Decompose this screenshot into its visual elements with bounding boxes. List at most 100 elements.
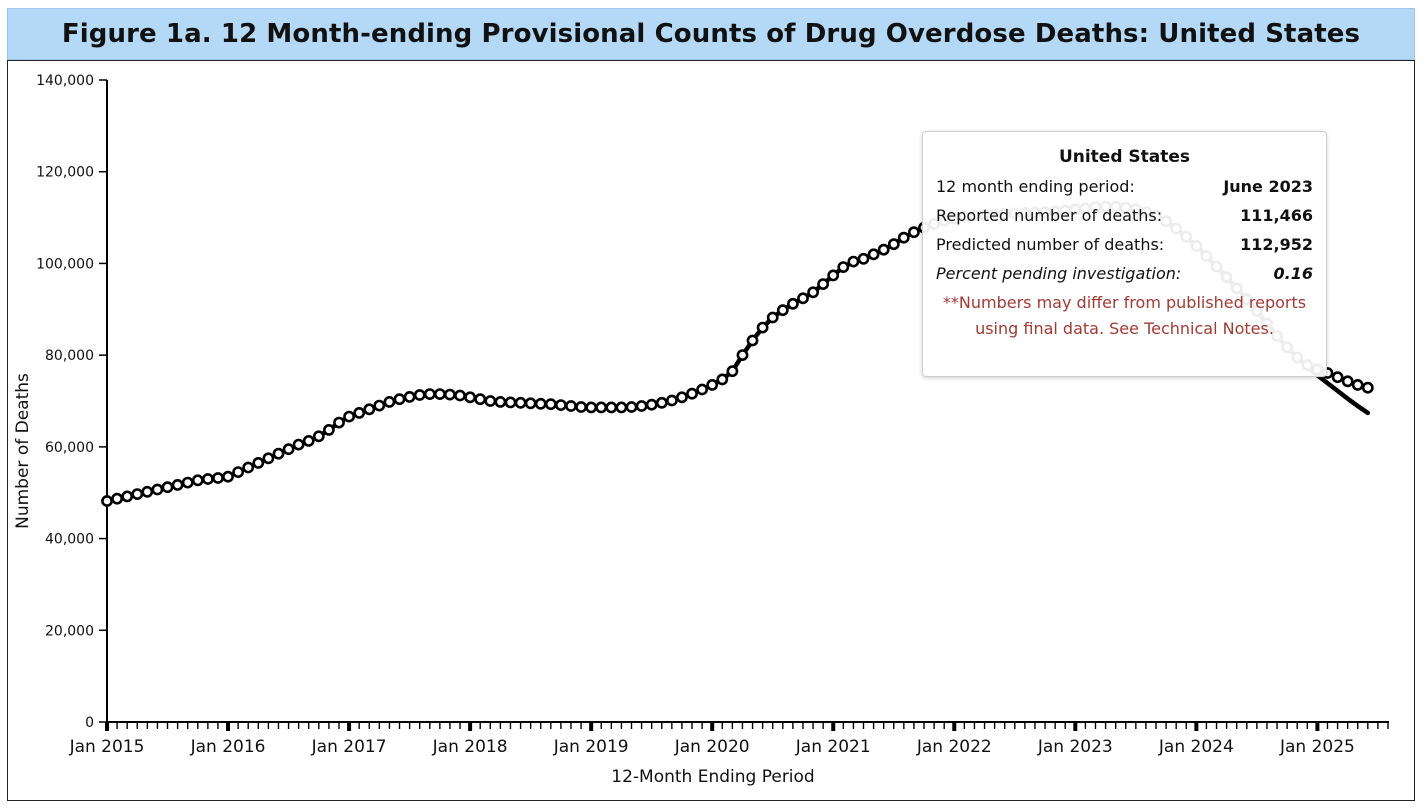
reported-point[interactable] [1351, 378, 1364, 391]
reported-point[interactable] [565, 400, 577, 412]
reported-point[interactable] [686, 387, 698, 400]
x-tick-label: Jan 2025 [1279, 737, 1355, 757]
reported-point[interactable] [585, 401, 598, 414]
reported-point[interactable] [201, 473, 214, 485]
reported-point[interactable] [383, 395, 396, 408]
reported-point[interactable] [605, 401, 618, 414]
reported-point[interactable] [766, 311, 779, 324]
reported-point[interactable] [514, 396, 527, 409]
reported-point[interactable] [736, 349, 749, 361]
reported-point[interactable] [302, 434, 315, 447]
tooltip-value: 0.16 [1273, 264, 1313, 283]
reported-point[interactable] [141, 485, 154, 498]
reported-point[interactable] [464, 391, 476, 404]
reported-point[interactable] [312, 430, 325, 443]
x-tick-label: Jan 2022 [916, 737, 992, 757]
reported-point[interactable] [666, 394, 678, 407]
reported-point[interactable] [494, 395, 507, 408]
reported-point[interactable] [343, 410, 355, 423]
reported-point[interactable] [746, 334, 759, 347]
reported-point[interactable] [433, 388, 446, 400]
reported-point[interactable] [847, 255, 860, 268]
reported-point[interactable] [625, 401, 638, 413]
reported-point[interactable] [111, 492, 123, 505]
reported-point[interactable] [373, 399, 386, 412]
reported-point[interactable] [787, 297, 799, 310]
reported-point[interactable] [171, 478, 184, 491]
reported-point[interactable] [595, 401, 608, 414]
y-tick-label: 60,000 [45, 440, 94, 456]
reported-point[interactable] [131, 488, 144, 500]
reported-point[interactable] [484, 395, 497, 407]
reported-point[interactable] [1331, 371, 1344, 384]
reported-point[interactable] [676, 391, 688, 404]
reported-point[interactable] [887, 238, 900, 251]
reported-point[interactable] [413, 389, 426, 401]
reported-point[interactable] [282, 443, 295, 456]
y-tick-label: 80,000 [45, 348, 94, 364]
reported-point[interactable] [867, 248, 880, 261]
reported-point[interactable] [1361, 381, 1374, 394]
x-tick-label: Jan 2021 [795, 737, 871, 757]
reported-point[interactable] [504, 396, 517, 409]
reported-point[interactable] [807, 286, 819, 299]
reported-point[interactable] [474, 393, 487, 406]
reported-point[interactable] [817, 278, 829, 290]
reported-point[interactable] [524, 397, 537, 410]
reported-point[interactable] [776, 304, 789, 317]
tooltip-row-period: 12 month ending period: June 2023 [936, 177, 1313, 199]
reported-point[interactable] [645, 398, 658, 411]
reported-point[interactable] [222, 470, 234, 483]
reported-point[interactable] [403, 390, 416, 403]
reported-point[interactable] [716, 373, 729, 386]
reported-point[interactable] [897, 231, 910, 244]
reported-point[interactable] [242, 461, 255, 474]
reported-point[interactable] [454, 389, 466, 402]
reported-point[interactable] [908, 226, 920, 239]
reported-point[interactable] [101, 495, 113, 507]
reported-point[interactable] [555, 399, 567, 411]
reported-point[interactable] [877, 243, 890, 256]
reported-point[interactable] [191, 474, 204, 487]
reported-point[interactable] [423, 388, 436, 400]
reported-point[interactable] [232, 466, 244, 478]
reported-point[interactable] [393, 393, 406, 406]
reported-point[interactable] [756, 321, 769, 334]
x-tick-label: Jan 2018 [432, 737, 508, 757]
reported-point[interactable] [575, 401, 587, 413]
tooltip-value: June 2023 [1223, 177, 1313, 196]
figure-title-bar: Figure 1a. 12 Month-ending Provisional C… [7, 8, 1415, 60]
reported-point[interactable] [252, 456, 265, 469]
reported-point[interactable] [333, 416, 345, 429]
reported-point[interactable] [212, 472, 224, 484]
reported-point[interactable] [857, 252, 870, 265]
tooltip-label: Percent pending investigation: [936, 264, 1182, 283]
reported-point[interactable] [262, 452, 275, 465]
reported-point[interactable] [635, 400, 648, 412]
reported-point[interactable] [615, 401, 628, 414]
reported-point[interactable] [292, 438, 305, 451]
reported-point[interactable] [655, 396, 668, 409]
x-tick-label: Jan 2023 [1037, 737, 1113, 757]
reported-point[interactable] [797, 292, 809, 305]
reported-point[interactable] [161, 481, 174, 494]
reported-point[interactable] [443, 388, 456, 401]
reported-point[interactable] [151, 483, 164, 496]
reported-point[interactable] [353, 406, 366, 419]
x-tick-label: Jan 2016 [190, 737, 266, 757]
reported-point[interactable] [1341, 375, 1354, 388]
reported-point[interactable] [322, 423, 335, 436]
reported-point[interactable] [534, 397, 547, 410]
reported-point[interactable] [837, 261, 850, 273]
reported-point[interactable] [181, 476, 194, 489]
reported-point[interactable] [706, 378, 719, 391]
reported-point[interactable] [827, 269, 840, 282]
y-tick-label: 40,000 [45, 532, 94, 548]
tooltip-row-reported: Reported number of deaths: 111,466 [936, 206, 1313, 228]
reported-point[interactable] [363, 403, 376, 416]
reported-point[interactable] [544, 398, 557, 411]
reported-point[interactable] [726, 365, 739, 378]
reported-point[interactable] [272, 447, 285, 460]
reported-point[interactable] [696, 383, 708, 396]
reported-point[interactable] [121, 490, 134, 503]
